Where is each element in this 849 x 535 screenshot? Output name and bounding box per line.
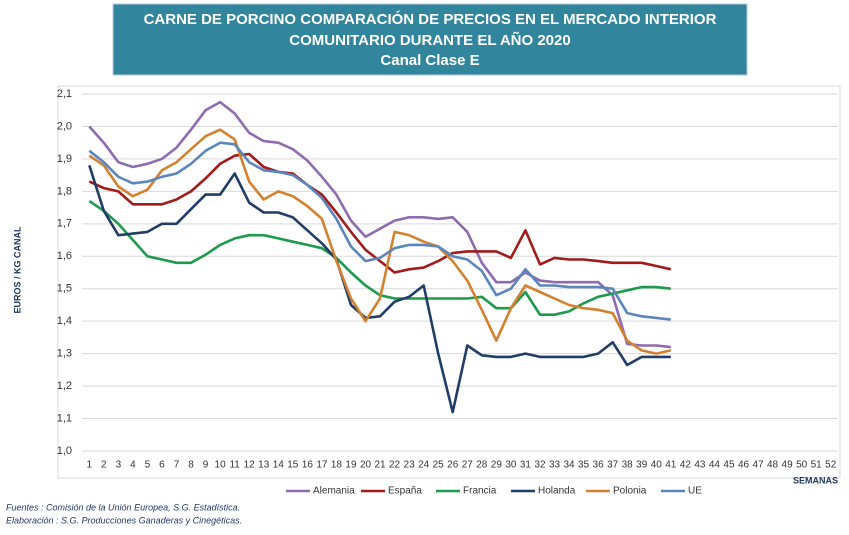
x-tick-label: 41 [665,460,677,471]
legend-label: UE [688,486,702,497]
x-tick-label: 48 [767,460,779,471]
x-tick-label: 30 [505,460,517,471]
legend-label: Polonia [613,486,647,497]
source: Elaboración : S.G. Producciones Ganadera… [6,515,242,525]
y-tick-label: 1,3 [57,348,72,360]
source: Fuentes : Comisión de la Unión Europea, … [6,502,240,512]
x-axis-label: SEMANAS [793,475,838,485]
x-tick-label: 47 [752,460,764,471]
x-tick-label: 20 [360,460,372,471]
x-tick-label: 33 [549,460,561,471]
x-tick-label: 51 [811,460,823,471]
x-tick-label: 8 [188,460,194,471]
x-tick-label: 34 [563,460,575,471]
x-tick-label: 35 [578,460,590,471]
x-tick-label: 22 [389,460,401,471]
x-tick-label: 28 [476,460,488,471]
x-tick-label: 36 [593,460,605,471]
x-tick-label: 3 [116,460,122,471]
x-tick-label: 1 [86,460,92,471]
x-tick-label: 31 [520,460,532,471]
x-tick-label: 29 [491,460,503,471]
x-tick-label: 37 [607,460,619,471]
x-tick-label: 24 [418,460,430,471]
y-tick-label: 1,2 [57,380,72,392]
chart-title: COMUNITARIO DURANTE EL AÑO 2020 [289,31,570,49]
x-tick-label: 43 [694,460,706,471]
x-tick-label: 5 [145,460,151,471]
chart-area [57,85,841,479]
x-tick-label: 42 [680,460,692,471]
x-tick-label: 6 [159,460,165,471]
series-line [88,165,671,414]
y-tick-label: 1,9 [57,153,72,165]
y-tick-label: 1,4 [57,315,72,327]
x-tick-label: 40 [651,460,663,471]
x-tick-label: 13 [258,460,270,471]
y-tick-label: 1,1 [57,412,72,424]
x-tick-label: 21 [374,460,386,471]
y-tick-label: 2,1 [57,88,72,100]
x-tick-label: 7 [174,460,180,471]
x-tick-label: 12 [244,460,256,471]
x-tick-label: 32 [534,460,546,471]
x-tick-label: 23 [404,460,416,471]
x-tick-label: 52 [825,460,837,471]
x-tick-label: 26 [447,460,459,471]
x-tick-label: 11 [229,460,240,471]
y-tick-label: 1,7 [57,218,72,230]
x-tick-label: 38 [622,460,634,471]
y-tick-label: 1,8 [57,185,72,197]
series-line [88,128,672,355]
x-tick-label: 18 [331,460,343,471]
y-tick-label: 1,5 [57,283,72,295]
x-tick-label: 45 [723,460,735,471]
y-tick-label: 2,0 [57,120,72,132]
x-tick-label: 44 [709,460,721,471]
y-tick-label: 1,0 [57,445,72,457]
legend-label: Alemania [313,486,355,497]
y-axis-label: EUROS / KG CANAL [12,226,22,314]
x-tick-label: 50 [796,460,808,471]
series-line [88,100,671,349]
x-tick-label: 2 [101,460,107,471]
x-tick-label: 25 [433,460,445,471]
x-tick-label: 4 [130,460,136,471]
y-tick-label: 1,6 [57,250,72,262]
legend-label: Holanda [538,486,576,497]
x-tick-label: 16 [302,460,314,471]
x-tick-label: 17 [316,460,328,471]
chart-title: CARNE DE PORCINO COMPARACIÓN DE PRECIOS … [144,10,717,28]
x-tick-label: 10 [215,460,227,471]
legend-label: España [388,486,422,497]
x-tick-label: 39 [636,460,648,471]
x-tick-label: 46 [738,460,750,471]
title-box [112,3,748,76]
x-tick-label: 19 [345,460,357,471]
series-line [88,141,671,321]
chart-subtitle: Canal Clase E [380,52,479,69]
x-tick-label: 49 [782,460,794,471]
series-line [88,152,672,274]
x-tick-label: 15 [287,460,299,471]
x-tick-label: 14 [273,460,285,471]
x-tick-label: 27 [462,460,474,471]
legend-label: Francia [463,486,497,497]
x-tick-label: 9 [203,460,209,471]
